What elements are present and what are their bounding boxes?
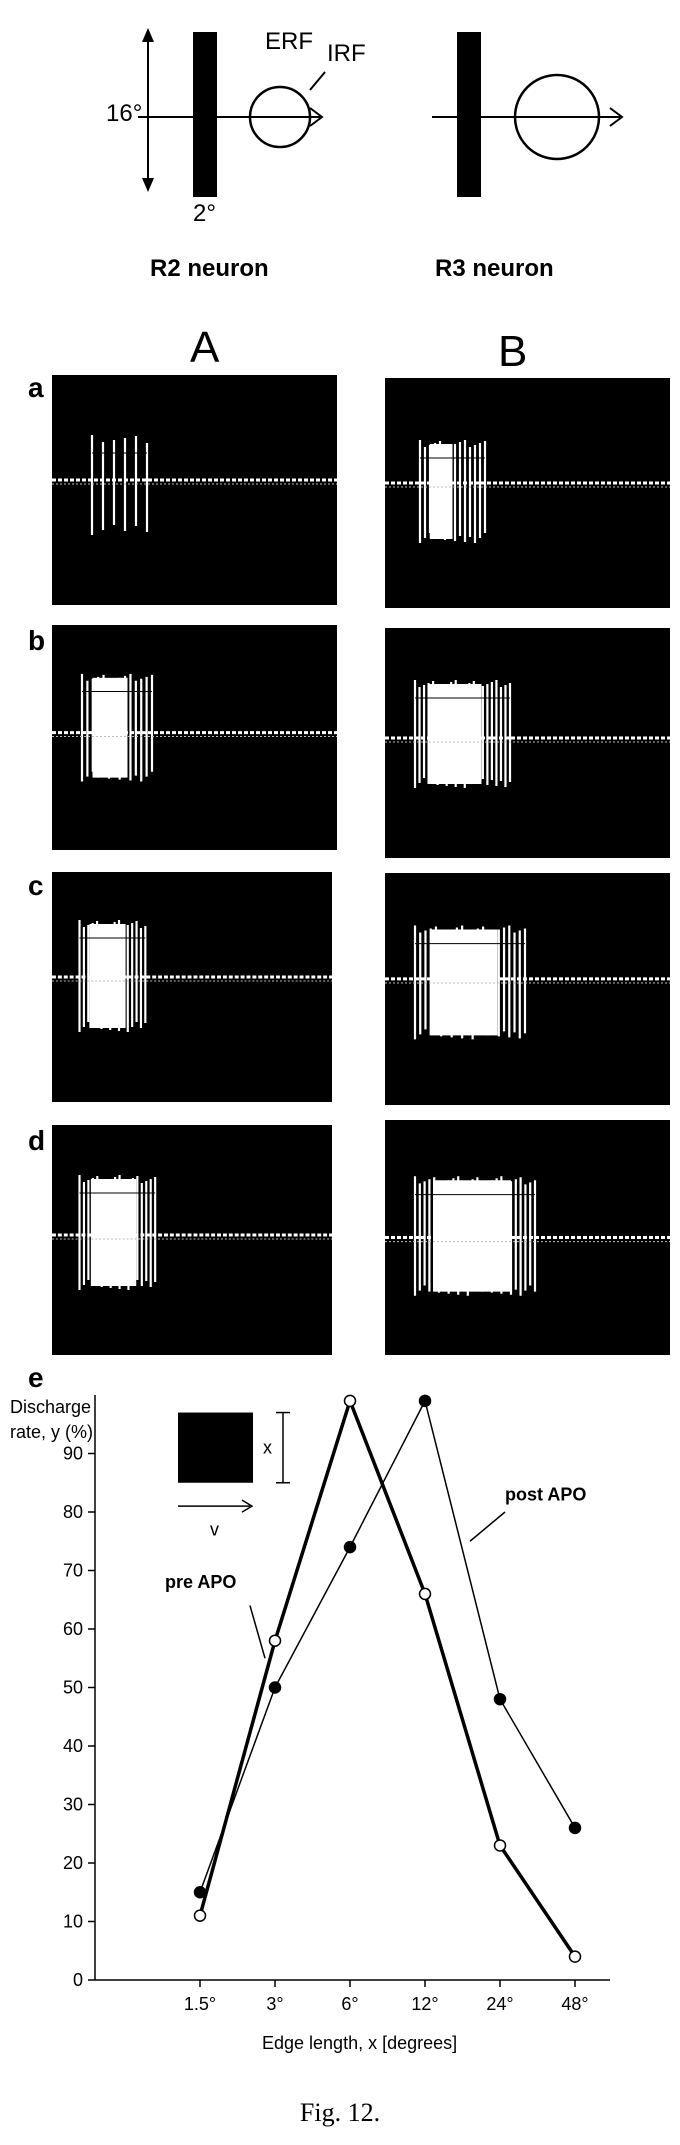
spike-train-graphic — [385, 628, 670, 858]
spike-train-graphic — [52, 872, 332, 1102]
series-label-pre-apo: pre APO — [165, 1572, 236, 1592]
y-tick-label: 50 — [63, 1678, 83, 1698]
x-tick-label: 3° — [266, 1994, 283, 2014]
spike-train-graphic — [52, 375, 337, 605]
data-point-pre-apo — [193, 1909, 207, 1922]
x-tick-label: 48° — [561, 1994, 588, 2014]
dim-arrow-up — [142, 28, 154, 42]
spike-train-graphic — [52, 625, 337, 850]
spike-panel-row-d-col-a — [52, 1125, 332, 1355]
data-point-post-apo — [418, 1394, 432, 1408]
erf-circle-right — [513, 73, 601, 161]
spike-train-graphic — [385, 873, 670, 1105]
irf-pointer — [309, 71, 326, 91]
chart-svg: 0 10 20 30 40 50 60 70 80 90 1.5° 3° 6° 12° 24° 48° pre … — [63, 1394, 610, 2014]
column-head-b: B — [498, 327, 528, 376]
y-tick-label: 70 — [63, 1561, 83, 1581]
y-tick-label: 20 — [63, 1853, 83, 1873]
height-dimension-label: 16° — [106, 100, 143, 127]
y-tick-label: 40 — [63, 1736, 83, 1756]
y-tick-label: 60 — [63, 1619, 83, 1639]
width-dimension-label: 2° — [193, 200, 216, 227]
x-tick-label: 12° — [411, 1994, 438, 2014]
data-point-pre-apo — [268, 1634, 282, 1647]
spike-panel-row-c-col-a — [52, 872, 332, 1102]
spike-train-graphic — [385, 378, 670, 608]
y-tick-label: 30 — [63, 1795, 83, 1815]
data-point-post-apo — [493, 1692, 507, 1706]
data-point-pre-apo — [418, 1587, 432, 1601]
y-axis-label-line2: rate, y (%) — [10, 1422, 94, 1442]
irf-label: IRF — [327, 40, 366, 67]
data-point-pre-apo — [343, 1394, 357, 1408]
receptive-field-schematic — [138, 28, 624, 197]
data-point-post-apo — [268, 1681, 282, 1694]
spike-panel-row-b-col-b — [385, 628, 670, 858]
series-line-post-apo — [199, 1398, 576, 1893]
stimulus-bar-left — [193, 32, 217, 197]
post-apo-leader — [469, 1511, 506, 1542]
spike-panel-row-c-col-b — [385, 873, 670, 1105]
data-point-pre-apo — [568, 1950, 582, 1963]
row-letter-c: c — [28, 870, 44, 901]
data-point-post-apo — [343, 1540, 357, 1554]
spike-train-graphic — [385, 1120, 670, 1355]
inset-x-label: x — [263, 1438, 272, 1458]
panel-background — [385, 378, 670, 608]
y-tick-label: 0 — [73, 1970, 83, 1990]
x-tick-label: 24° — [486, 1994, 513, 2014]
spike-panel-row-d-col-b — [385, 1120, 670, 1355]
y-tick-label: 10 — [63, 1912, 83, 1932]
series-label-post-apo: post APO — [505, 1484, 586, 1504]
erf-label: ERF — [265, 28, 313, 55]
dim-arrow-down — [142, 178, 154, 192]
discharge-rate-chart: e Discharge rate, y (%) 0 10 20 30 40 50 60 70 8… — [0, 1360, 680, 2060]
x-tick-label: 6° — [341, 1994, 358, 2014]
row-letter-d: d — [28, 1125, 46, 1156]
data-point-post-apo — [193, 1886, 207, 1899]
panel-background — [385, 873, 670, 1105]
data-point-pre-apo — [493, 1839, 507, 1852]
x-tick-label: 1.5° — [184, 1994, 216, 2014]
r2-neuron-label: R2 neuron — [150, 255, 269, 282]
y-tick-label: 80 — [63, 1502, 83, 1522]
inset-v-label: v — [210, 1519, 219, 1539]
spike-panel-row-a-col-b — [385, 378, 670, 608]
row-letter-a: a — [28, 372, 44, 403]
receptive-field-diagram: 16° 2° ERF IRF R2 neuron R3 neuron — [0, 0, 680, 330]
spike-train-graphic — [52, 1125, 332, 1355]
motion-arrow-right — [609, 107, 624, 127]
spike-panel-row-a-col-a — [52, 375, 337, 605]
panel-e-letter: e — [28, 1362, 44, 1393]
row-letter-b: b — [28, 625, 46, 656]
spike-panel-row-b-col-a — [52, 625, 337, 850]
y-axis-label-line1: Discharge — [10, 1397, 92, 1417]
inset-velocity-arrowhead — [241, 1499, 254, 1513]
data-point-post-apo — [568, 1821, 582, 1835]
column-head-a: A — [190, 323, 220, 372]
r3-neuron-label: R3 neuron — [435, 255, 554, 282]
erf-circle-left — [248, 85, 312, 149]
figure-caption: Fig. 12. — [299, 2098, 381, 2127]
motion-arrow-left — [309, 107, 324, 127]
series-line-pre-apo — [198, 1395, 577, 1958]
stimulus-bar-right — [457, 32, 481, 197]
inset-stimulus-square — [178, 1412, 253, 1483]
pre-apo-leader — [249, 1605, 266, 1659]
x-axis-label: Edge length, x [degrees] — [262, 2033, 458, 2053]
y-tick-label: 90 — [63, 1444, 83, 1464]
panel-background — [52, 375, 337, 605]
